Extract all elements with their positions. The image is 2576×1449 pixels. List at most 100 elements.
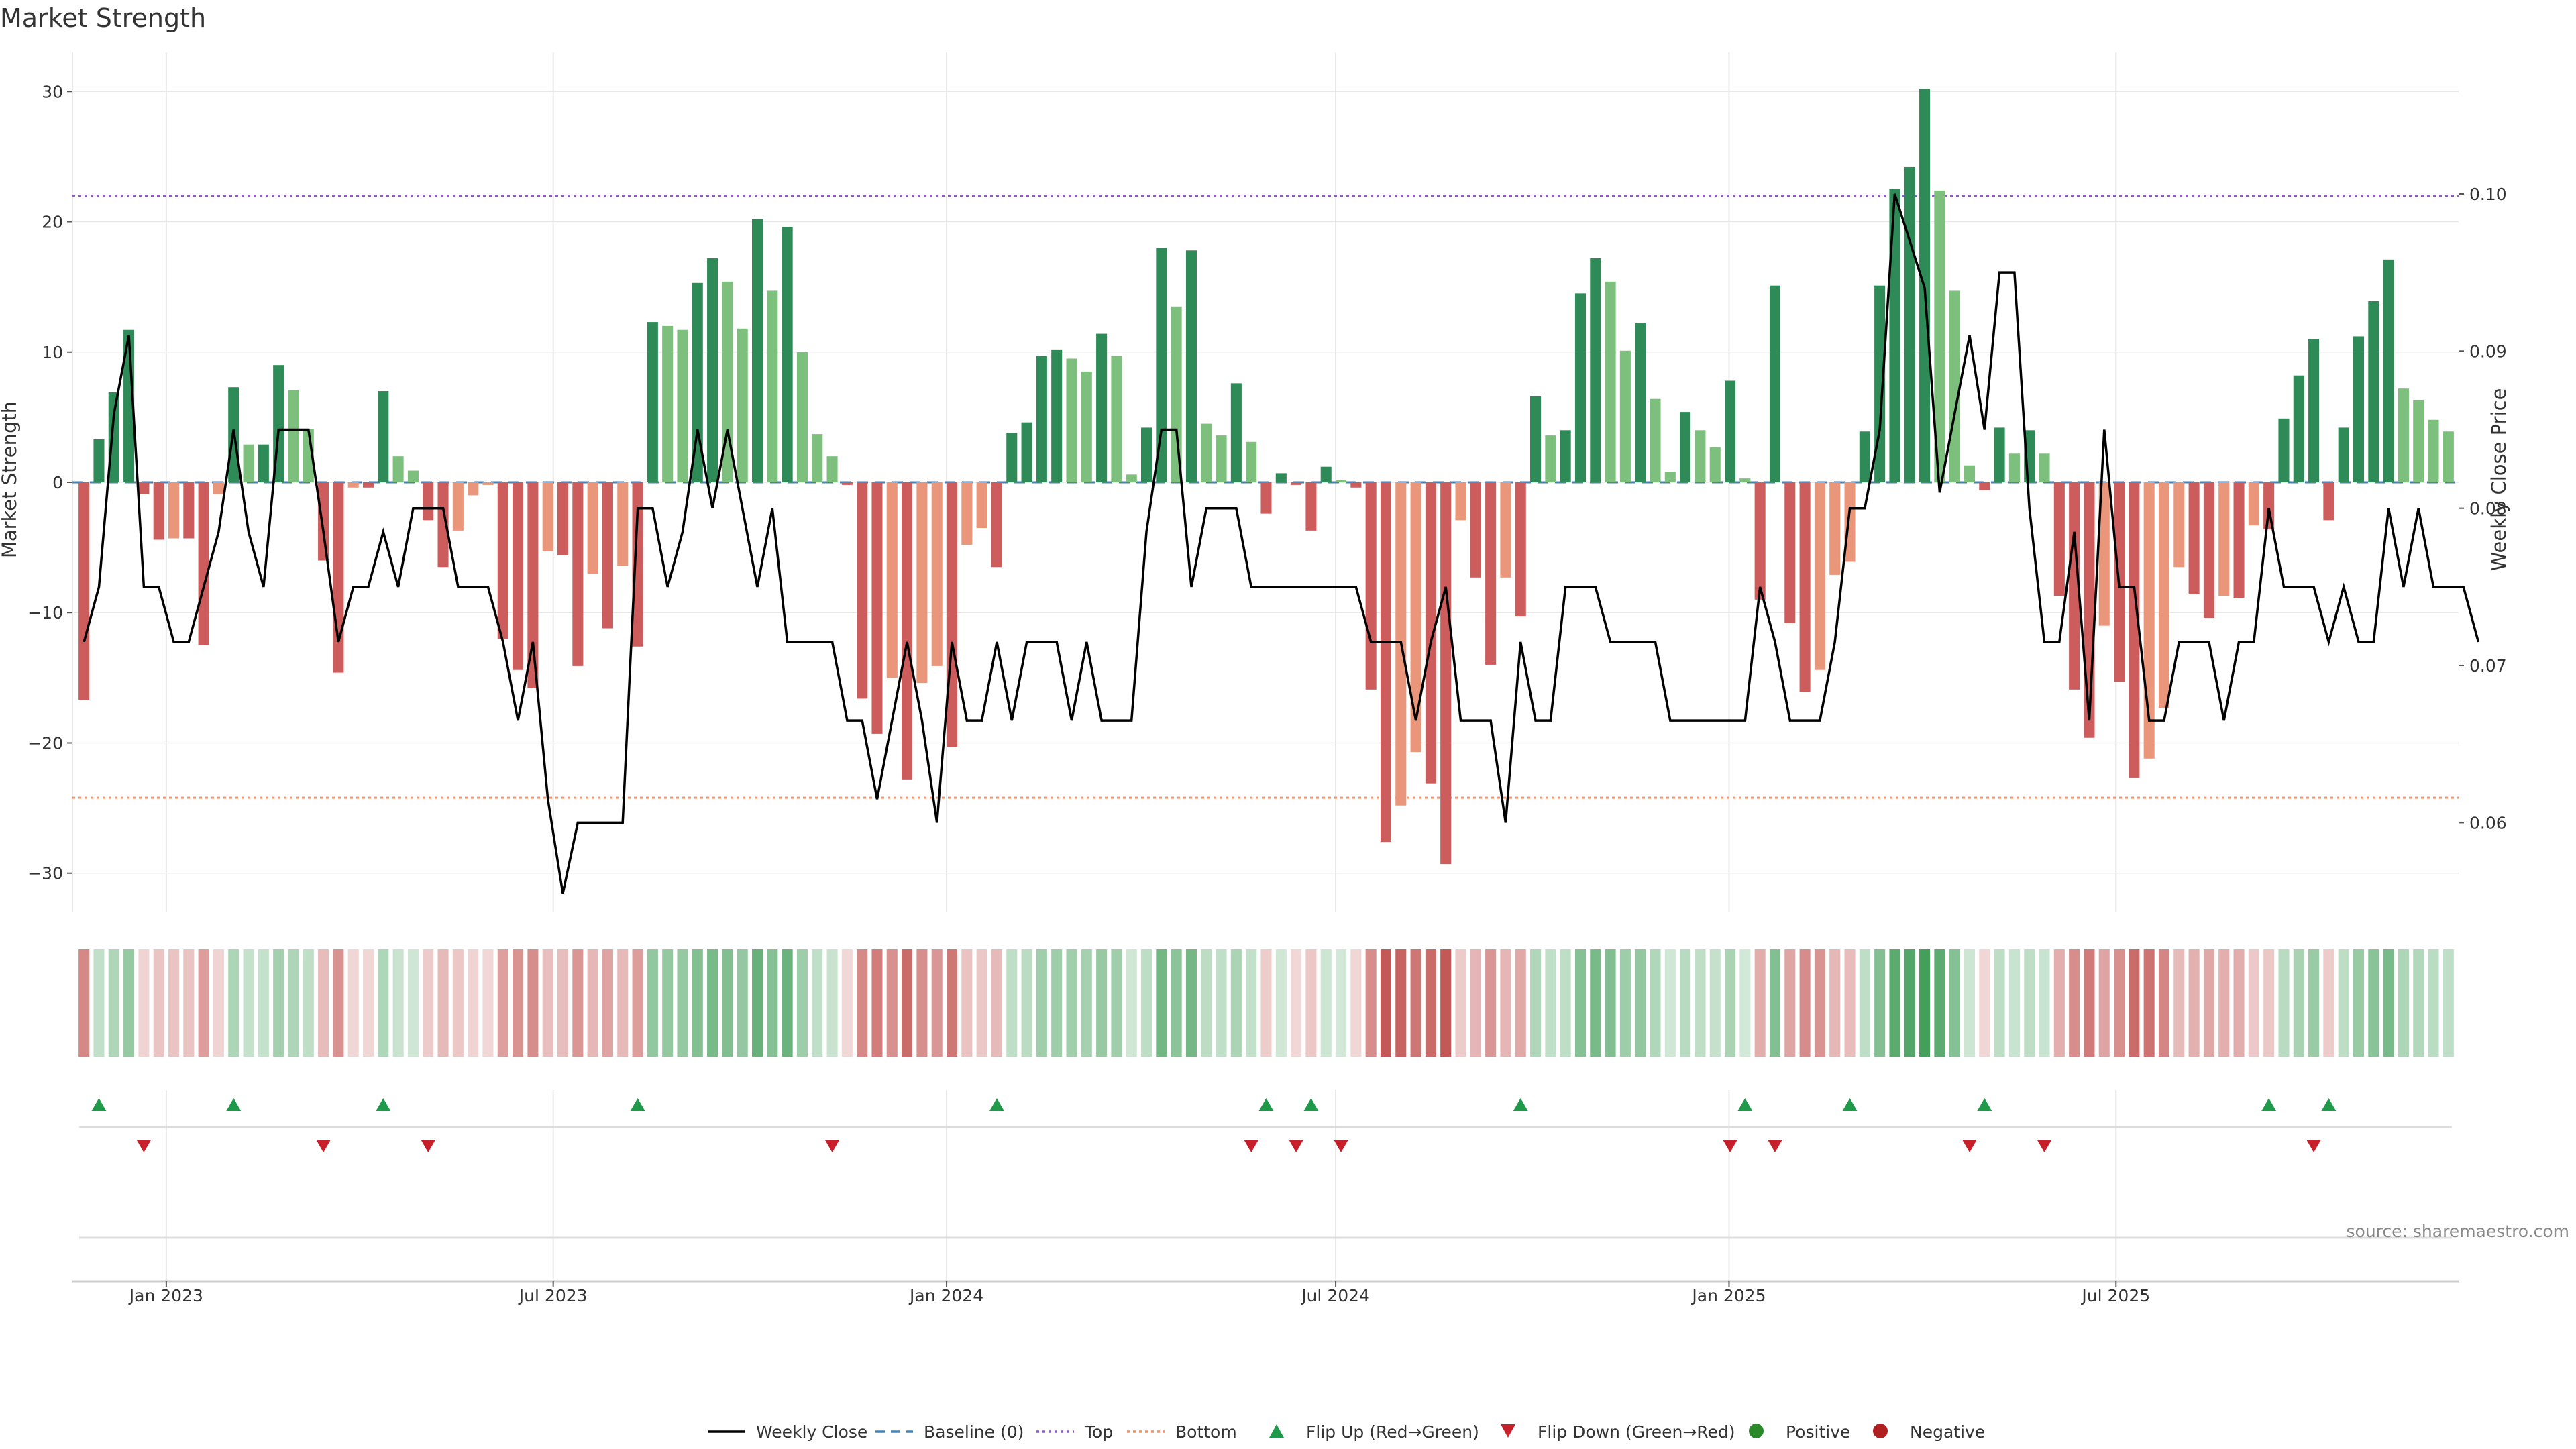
heatmap-cell [2053, 949, 2065, 1057]
strength-bars [78, 89, 2454, 865]
heatmap-cell [333, 949, 344, 1057]
heatmap-cell [1260, 949, 1272, 1057]
strength-bar [1036, 356, 1047, 482]
strength-bar [1829, 482, 1841, 575]
heatmap-cell [1530, 949, 1542, 1057]
strength-bar [1156, 248, 1167, 482]
strength-bar [1185, 250, 1197, 482]
heatmap-cell [1979, 949, 1990, 1057]
strength-bar [2443, 431, 2454, 482]
heatmap-cell [1410, 949, 1421, 1057]
strength-bar [1605, 281, 1616, 482]
strength-bar [1739, 478, 1751, 482]
y2-tick-label: 0.07 [2469, 656, 2507, 676]
x-tick-label: Jan 2025 [1690, 1286, 1766, 1305]
strength-bar [2218, 482, 2230, 596]
legend-positive: Positive [1749, 1422, 1850, 1442]
heatmap-cell [2323, 949, 2334, 1057]
heatmap-cell [362, 949, 374, 1057]
heatmap-cell [677, 949, 688, 1057]
strength-bar [1336, 480, 1347, 482]
heatmap-cell [1336, 949, 1347, 1057]
strength-bar [1530, 396, 1542, 482]
heatmap-cell [1650, 949, 1661, 1057]
strength-bar [93, 439, 105, 482]
heatmap-cell [198, 949, 209, 1057]
heatmap-cell [737, 949, 748, 1057]
flip-down-marker [316, 1140, 331, 1152]
strength-bar [168, 482, 180, 539]
flip-down-marker [421, 1140, 436, 1152]
heatmap-cell [767, 949, 778, 1057]
strength-bar [1574, 293, 1587, 482]
x-tick-label: Jan 2023 [128, 1286, 203, 1305]
heatmap-cell [2158, 949, 2170, 1057]
y2-tick-label: 0.10 [2469, 184, 2507, 204]
strength-bar [2368, 301, 2379, 482]
heatmap-cell [857, 949, 868, 1057]
strength-bar [1769, 285, 1781, 482]
heatmap-cell [318, 949, 329, 1057]
strength-bar [1171, 306, 1182, 482]
heatmap-cell [662, 949, 674, 1057]
y-tick-label: 10 [42, 343, 63, 362]
heatmap-cell [1739, 949, 1751, 1057]
heatmap-cell [1485, 949, 1497, 1057]
heatmap-cell [1605, 949, 1616, 1057]
heatmap-cell [1619, 949, 1631, 1057]
heatmap-cell [1545, 949, 1556, 1057]
heatmap-cell [1350, 949, 1362, 1057]
flip-up-marker [1513, 1098, 1528, 1111]
legend-weekly-close-label: Weekly Close [756, 1422, 867, 1442]
heatmap-cell [423, 949, 434, 1057]
flip-up-marker [1737, 1098, 1753, 1111]
y-tick-label: 20 [42, 213, 63, 232]
strength-bar [2278, 418, 2290, 482]
strength-bar [2308, 339, 2320, 482]
strength-bar [1320, 466, 1332, 482]
y-axis-right: 0.10 0.09 0.08 0.07 0.06 [2459, 184, 2507, 833]
strength-bar [1260, 482, 1272, 514]
heatmap-cell [602, 949, 613, 1057]
flip-down-marker [1962, 1140, 1977, 1152]
heatmap-cell [1320, 949, 1332, 1057]
y2-tick-label: 0.09 [2469, 341, 2507, 361]
strength-bar [572, 482, 584, 666]
heatmap-cell [841, 949, 853, 1057]
heatmap-cell [572, 949, 584, 1057]
strength-bar [991, 482, 1002, 568]
heatmap-cell [1784, 949, 1796, 1057]
heatmap-cell [1904, 949, 1915, 1057]
strength-bar [1081, 371, 1092, 482]
flip-up-marker [2261, 1098, 2277, 1111]
heatmap-cell [497, 949, 508, 1057]
strength-bar [2383, 259, 2394, 482]
strength-bar [392, 456, 404, 482]
heatmap-cell [692, 949, 703, 1057]
heatmap-cell [1216, 949, 1227, 1057]
flip-down-marker [2037, 1140, 2052, 1152]
flip-markers [79, 1098, 2452, 1239]
heatmap-cell [1171, 949, 1182, 1057]
heatmap-cell [871, 949, 883, 1057]
y-axis-label: Market Strength [0, 401, 21, 558]
heatmap-cell [1126, 949, 1137, 1057]
y-tick-label: 0 [52, 473, 63, 492]
strength-bar [362, 482, 374, 488]
y2-tick-label: 0.08 [2469, 499, 2507, 519]
legend: Weekly Close Baseline (0) Top Bottom Flip Up… [708, 1422, 1985, 1442]
strength-bar [2353, 336, 2365, 482]
strength-bar [2008, 453, 2020, 482]
heatmap-cell [1889, 949, 1900, 1057]
heatmap-cell [183, 949, 195, 1057]
flip-down-marker [1767, 1140, 1782, 1152]
strength-bar [1380, 482, 1391, 843]
heatmap-cell [1680, 949, 1691, 1057]
heatmap-cell [2069, 949, 2080, 1057]
strength-bar [1216, 435, 1227, 482]
strength-bar [2158, 482, 2170, 708]
strength-bar [452, 482, 464, 531]
heatmap-cell [1560, 949, 1571, 1057]
flip-up-marker [989, 1098, 1004, 1111]
